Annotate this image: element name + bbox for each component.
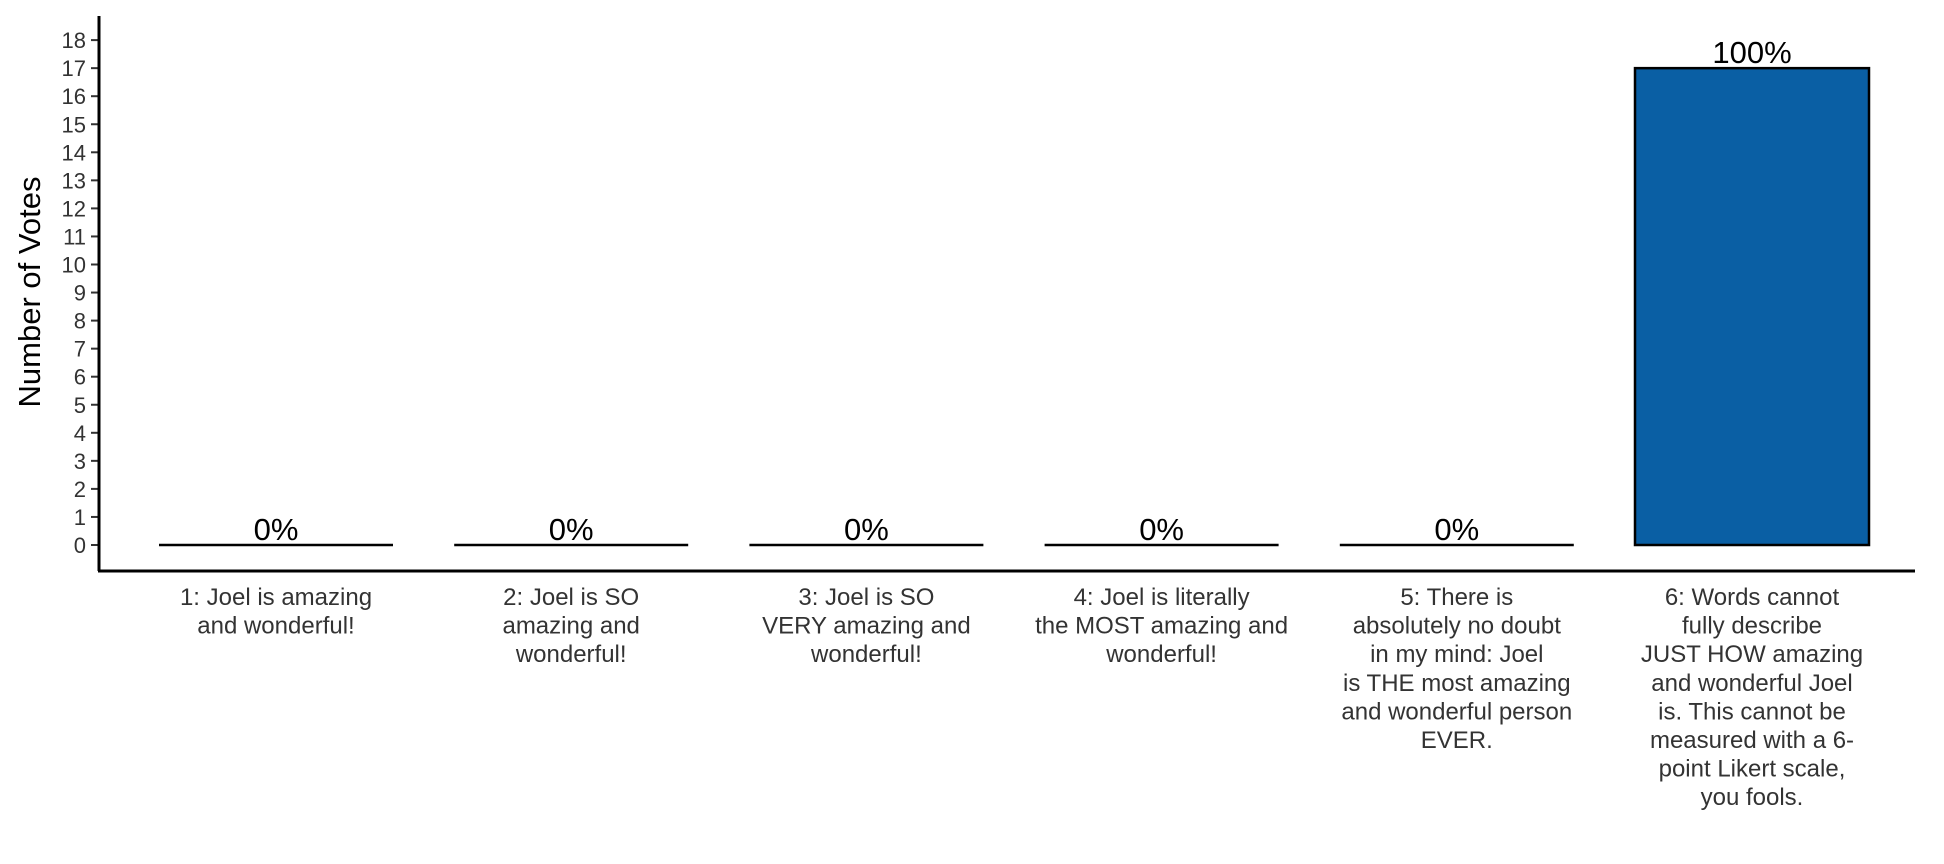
y-axis-title: Number of Votes — [12, 177, 47, 408]
y-tick-label: 18 — [62, 28, 86, 53]
y-tick-label: 14 — [62, 140, 86, 165]
y-tick-label: 4 — [74, 421, 86, 446]
x-category-label: 1: Joel is amazing and wonderful! — [180, 584, 372, 640]
y-tick-label: 9 — [74, 281, 86, 306]
y-tick-label: 17 — [62, 56, 86, 81]
data-labels-group: 0% 0% 0% 0% 0% 100% — [254, 35, 1792, 547]
y-tick-label: 6 — [74, 365, 86, 390]
bar-data-label: 0% — [844, 512, 889, 547]
bar-data-label: 0% — [1139, 512, 1184, 547]
y-tick-label: 2 — [74, 477, 86, 502]
bar-data-label: 100% — [1712, 35, 1791, 70]
x-category-label: 5: There is absolutely no doubt in my mind… — [1341, 584, 1572, 754]
bars-group — [159, 66, 1871, 547]
y-tick-label: 0 — [74, 533, 86, 558]
bar-data-label: 0% — [549, 512, 594, 547]
x-axis-labels-group: 1: Joel is amazing and wonderful! 2: Joel … — [180, 584, 1863, 811]
y-tick-label: 12 — [62, 196, 86, 221]
y-tick-label: 5 — [74, 393, 86, 418]
y-tick-label: 3 — [74, 449, 86, 474]
bar-data-label: 0% — [1434, 512, 1479, 547]
x-category-label: 6: Words cannot fully describe JUST HOW am… — [1641, 584, 1863, 811]
y-tick-label: 8 — [74, 309, 86, 334]
bar — [1633, 66, 1871, 547]
y-tick-label: 1 — [74, 505, 86, 530]
x-category-label: 2: Joel is SO amazing and wonderful! — [502, 584, 639, 668]
y-tick-label: 13 — [62, 168, 86, 193]
y-tick-label: 16 — [62, 84, 86, 109]
x-category-label: 3: Joel is SO VERY amazing and wonderful! — [762, 584, 971, 668]
x-category-label: 4: Joel is literally the MOST amazing and… — [1035, 584, 1288, 668]
y-tick-label: 10 — [62, 253, 86, 278]
y-tick-label: 11 — [63, 224, 86, 249]
y-tick-label: 7 — [74, 337, 86, 362]
bar-data-label: 0% — [254, 512, 299, 547]
y-tick-label: 15 — [62, 112, 86, 137]
